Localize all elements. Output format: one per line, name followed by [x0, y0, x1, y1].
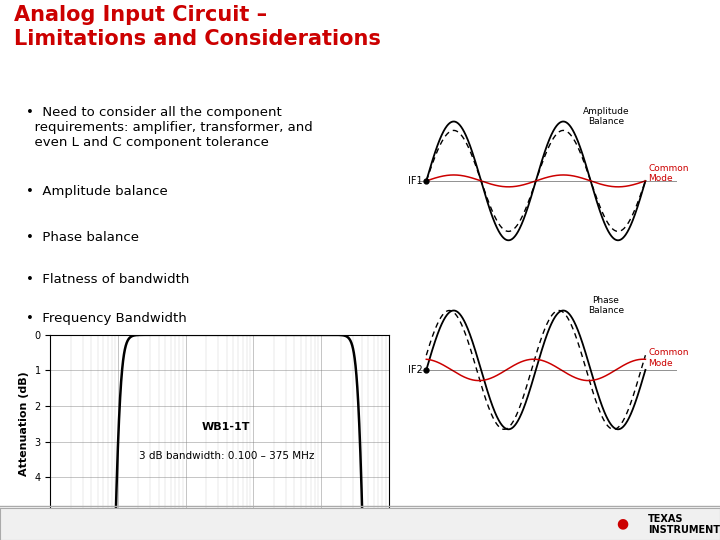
Text: •  Need to consider all the component
  requirements: amplifier, transformer, an: • Need to consider all the component req…	[26, 106, 312, 148]
Text: Amplitude
Balance: Amplitude Balance	[582, 106, 629, 126]
Text: WB1-1T: WB1-1T	[202, 422, 251, 433]
Text: ●: ●	[617, 517, 629, 531]
Text: IF1: IF1	[408, 176, 423, 186]
X-axis label: Frequency (MHz): Frequency (MHz)	[167, 538, 272, 540]
Text: •  Frequency Bandwidth: • Frequency Bandwidth	[26, 312, 186, 326]
Text: TEXAS: TEXAS	[648, 514, 683, 524]
Text: •  Amplitude balance: • Amplitude balance	[26, 185, 167, 198]
Text: Common
Mode: Common Mode	[648, 348, 688, 368]
Y-axis label: Attenuation (dB): Attenuation (dB)	[19, 372, 29, 476]
Text: IF2: IF2	[408, 365, 423, 375]
Text: Common
Mode: Common Mode	[648, 164, 688, 184]
Text: Analog Input Circuit –
Limitations and Considerations: Analog Input Circuit – Limitations and C…	[14, 5, 382, 49]
Text: Phase
Balance: Phase Balance	[588, 296, 624, 315]
Text: •  Flatness of bandwidth: • Flatness of bandwidth	[26, 273, 189, 286]
Text: INSTRUMENTS: INSTRUMENTS	[648, 525, 720, 535]
Text: •  Phase balance: • Phase balance	[26, 231, 139, 244]
Text: 3 dB bandwidth: 0.100 – 375 MHz: 3 dB bandwidth: 0.100 – 375 MHz	[139, 451, 314, 461]
